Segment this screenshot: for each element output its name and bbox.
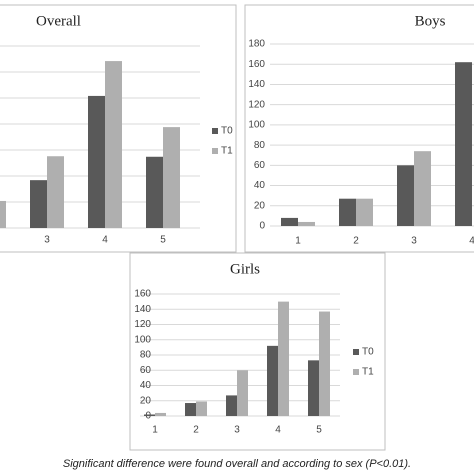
y-tick-label: 80 (254, 140, 266, 151)
x-tick-label: 3 (44, 235, 50, 246)
bar (455, 62, 472, 227)
bar (278, 301, 289, 416)
bar (47, 156, 64, 228)
y-tick-label: 140 (134, 304, 151, 315)
y-tick-label: 0 (259, 221, 265, 232)
legend-label: T1 (362, 367, 374, 378)
bar (339, 198, 356, 226)
y-tick-label: 60 (254, 160, 266, 171)
y-tick-label: 100 (134, 334, 151, 345)
legend-label: T0 (362, 347, 374, 358)
x-tick-label: 3 (411, 236, 417, 247)
legend-swatch (353, 369, 359, 375)
y-tick-label: 120 (248, 99, 265, 110)
bar (0, 200, 6, 228)
panel-girls (129, 252, 386, 451)
chart-title: Girls (230, 261, 260, 277)
y-tick-label: 140 (248, 79, 265, 90)
bar (414, 151, 431, 226)
x-tick-label: 3 (234, 425, 240, 436)
bar (356, 198, 373, 226)
x-tick-label: 1 (295, 236, 301, 247)
bar (144, 414, 155, 416)
caption: Significant difference were found overal… (63, 458, 411, 470)
chart-title: Boys (415, 13, 446, 29)
y-tick-label: 40 (140, 380, 152, 391)
panel-boys (244, 4, 474, 253)
bar (397, 165, 414, 226)
legend-swatch (353, 349, 359, 355)
x-tick-label: 4 (469, 236, 474, 247)
x-tick-label: 4 (275, 425, 281, 436)
bar (105, 61, 122, 228)
x-tick-label: 2 (193, 425, 199, 436)
y-tick-label: 160 (134, 289, 151, 300)
bar (88, 95, 105, 228)
bar (185, 403, 196, 416)
bar (163, 127, 180, 228)
panel-overall (0, 4, 237, 253)
bar (30, 180, 47, 228)
bar (196, 401, 207, 416)
bar (237, 370, 248, 416)
chart-title: Overall (36, 13, 81, 29)
x-tick-label: 1 (152, 425, 158, 436)
y-tick-label: 180 (248, 39, 265, 50)
bar (267, 345, 278, 416)
legend-swatch (212, 148, 218, 154)
bar (146, 156, 163, 228)
bar (155, 412, 166, 416)
bar (226, 395, 237, 416)
y-tick-label: 160 (248, 59, 265, 70)
bar (319, 311, 330, 416)
y-tick-label: 120 (134, 319, 151, 330)
y-tick-label: 60 (140, 365, 152, 376)
x-tick-label: 2 (353, 236, 359, 247)
legend-swatch (212, 128, 218, 134)
y-tick-label: 20 (254, 200, 266, 211)
legend-label: T1 (221, 146, 233, 157)
y-tick-label: 20 (140, 395, 152, 406)
bar (298, 221, 315, 226)
bar (281, 217, 298, 226)
x-tick-label: 5 (160, 235, 166, 246)
x-tick-label: 4 (102, 235, 108, 246)
x-tick-label: 5 (316, 425, 322, 436)
bar (308, 360, 319, 416)
y-tick-label: 40 (254, 180, 266, 191)
y-tick-label: 80 (140, 350, 152, 361)
y-tick-label: 100 (248, 120, 265, 131)
legend-label: T0 (221, 126, 233, 137)
y-tick-label: 0 (145, 411, 151, 422)
